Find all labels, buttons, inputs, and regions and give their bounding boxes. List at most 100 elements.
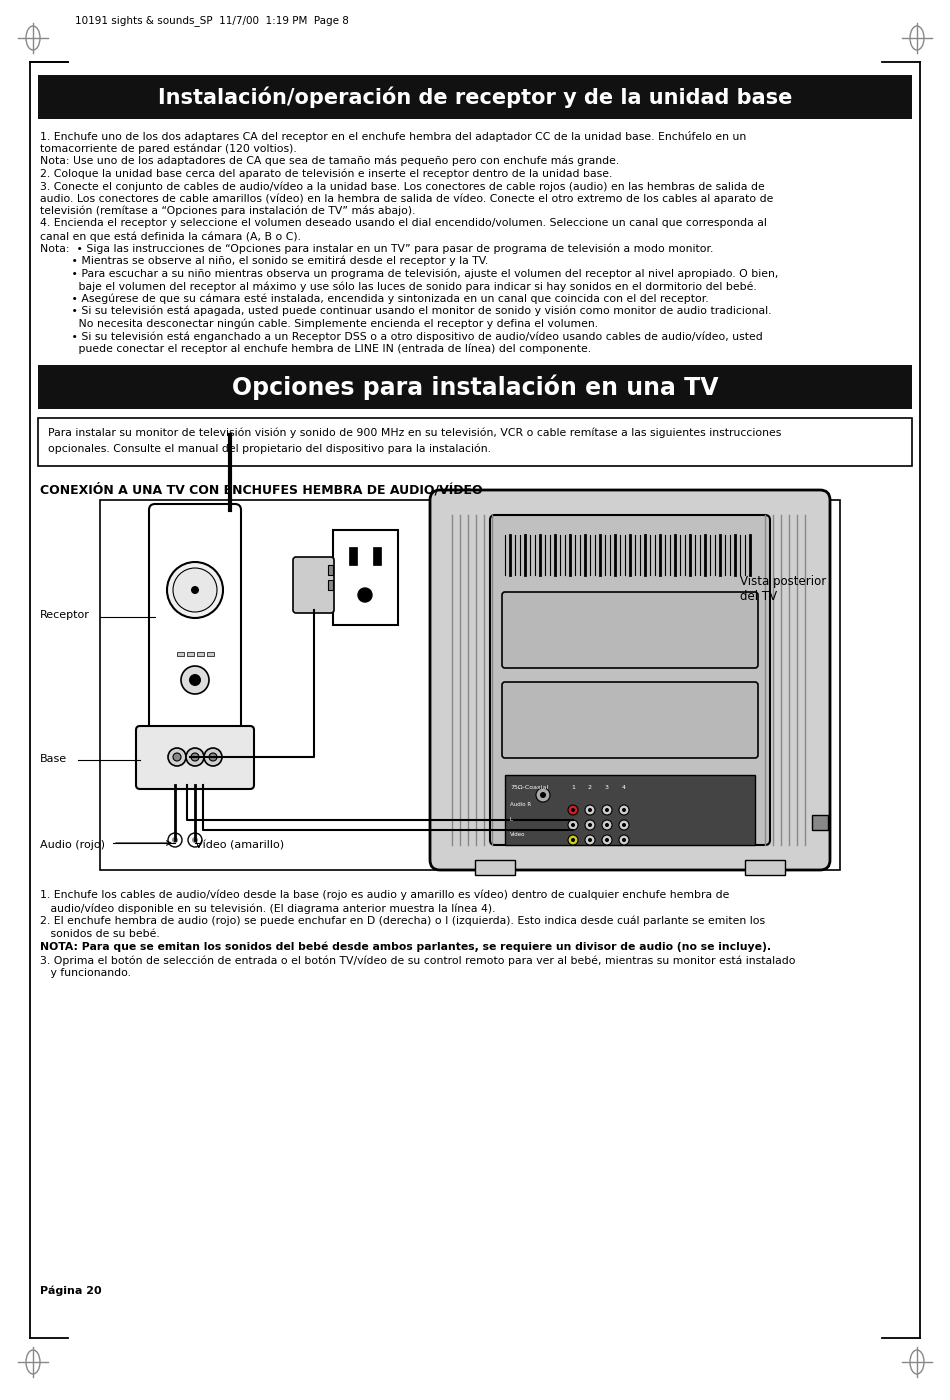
Circle shape: [585, 805, 595, 815]
Circle shape: [605, 808, 609, 812]
Bar: [505, 776, 755, 846]
Text: puede conectar el receptor al enchufe hembra de LINE IN (entrada de línea) del c: puede conectar el receptor al enchufe he…: [40, 343, 591, 354]
Bar: [373, 547, 381, 566]
Bar: [207, 652, 214, 657]
Circle shape: [189, 673, 201, 686]
Text: Instalación/operación de receptor y de la unidad base: Instalación/operación de receptor y de l…: [158, 87, 792, 108]
Circle shape: [588, 823, 592, 827]
Circle shape: [168, 833, 182, 847]
Circle shape: [602, 820, 612, 830]
Bar: [328, 580, 333, 589]
Text: 1. Enchufe los cables de audio/vídeo desde la base (rojo es audio y amarillo es : 1. Enchufe los cables de audio/vídeo des…: [40, 890, 730, 900]
Text: Nota: Use uno de los adaptadores de CA que sea de tamaño más pequeño pero con en: Nota: Use uno de los adaptadores de CA q…: [40, 155, 619, 167]
Text: Receptor: Receptor: [40, 610, 90, 620]
Text: Opciones para instalación en una TV: Opciones para instalación en una TV: [232, 374, 718, 400]
Circle shape: [191, 587, 199, 594]
Circle shape: [622, 808, 626, 812]
FancyBboxPatch shape: [293, 557, 334, 613]
Text: baje el volumen del receptor al máximo y use sólo las luces de sonido para indic: baje el volumen del receptor al máximo y…: [40, 281, 757, 291]
FancyBboxPatch shape: [430, 490, 830, 869]
Text: No necesita desconectar ningún cable. Simplemente encienda el receptor y defina : No necesita desconectar ningún cable. Si…: [40, 319, 598, 329]
Text: audio/vídeo disponible en su televisión. (El diagrama anterior muestra la línea : audio/vídeo disponible en su televisión.…: [40, 903, 496, 914]
Circle shape: [172, 837, 178, 843]
Text: Página 20: Página 20: [40, 1285, 102, 1295]
Circle shape: [619, 820, 629, 830]
Circle shape: [622, 839, 626, 841]
Circle shape: [605, 823, 609, 827]
Text: opcionales. Consulte el manual del propietario del dispositivo para la instalaci: opcionales. Consulte el manual del propi…: [48, 442, 491, 454]
FancyBboxPatch shape: [490, 515, 770, 846]
Bar: [38, 76, 912, 119]
Text: canal en que está definida la cámara (A, B o C).: canal en que está definida la cámara (A,…: [40, 231, 301, 241]
Bar: [333, 531, 398, 624]
Text: 4: 4: [622, 785, 626, 790]
Circle shape: [540, 792, 546, 798]
Bar: [177, 652, 184, 657]
Circle shape: [571, 839, 575, 841]
Bar: [187, 652, 194, 657]
Bar: [475, 860, 515, 875]
Text: 3. Oprima el botón de selección de entrada o el botón TV/vídeo de su control rem: 3. Oprima el botón de selección de entra…: [40, 955, 795, 966]
Circle shape: [188, 833, 202, 847]
Circle shape: [568, 805, 578, 815]
Circle shape: [619, 834, 629, 846]
Bar: [745, 860, 785, 875]
Circle shape: [204, 748, 222, 766]
Text: sonidos de su bebé.: sonidos de su bebé.: [40, 930, 160, 939]
Circle shape: [588, 808, 592, 812]
Circle shape: [585, 834, 595, 846]
Bar: [38, 419, 912, 466]
Circle shape: [358, 588, 372, 602]
Circle shape: [568, 820, 578, 830]
Text: televisión (remítase a “Opciones para instalación de TV” más abajo).: televisión (remítase a “Opciones para in…: [40, 206, 415, 217]
Text: CONEXIÓN A UNA TV CON ENCHUFES HEMBRA DE AUDIO/VÍDEO: CONEXIÓN A UNA TV CON ENCHUFES HEMBRA DE…: [40, 483, 483, 497]
Circle shape: [209, 753, 217, 762]
Circle shape: [602, 805, 612, 815]
Text: 1. Enchufe uno de los dos adaptares CA del receptor en el enchufe hembra del ada: 1. Enchufe uno de los dos adaptares CA d…: [40, 132, 747, 141]
Circle shape: [536, 788, 550, 802]
Circle shape: [173, 753, 181, 762]
Circle shape: [602, 834, 612, 846]
Text: Nota:  • Siga las instrucciones de “Opciones para instalar en un TV” para pasar : Nota: • Siga las instrucciones de “Opcio…: [40, 244, 713, 253]
Circle shape: [619, 805, 629, 815]
FancyBboxPatch shape: [136, 727, 254, 790]
Circle shape: [585, 820, 595, 830]
Circle shape: [568, 834, 578, 846]
Bar: [197, 652, 204, 657]
Text: 2. El enchufe hembra de audio (rojo) se puede enchufar en D (derecha) o I (izqui: 2. El enchufe hembra de audio (rojo) se …: [40, 916, 765, 927]
FancyBboxPatch shape: [149, 504, 241, 736]
Text: 1: 1: [571, 785, 575, 790]
Text: • Para escuchar a su niño mientras observa un programa de televisión, ajuste el : • Para escuchar a su niño mientras obser…: [40, 269, 778, 279]
Text: NOTA: Para que se emitan los sonidos del bebé desde ambos parlantes, se requiere: NOTA: Para que se emitan los sonidos del…: [40, 942, 771, 952]
Circle shape: [588, 839, 592, 841]
FancyBboxPatch shape: [502, 682, 758, 757]
Circle shape: [181, 666, 209, 694]
Text: Para instalar su monitor de televisión visión y sonido de 900 MHz en su televisi: Para instalar su monitor de televisión v…: [48, 428, 781, 438]
Circle shape: [191, 753, 199, 762]
Circle shape: [571, 823, 575, 827]
FancyBboxPatch shape: [502, 592, 758, 668]
Text: 3: 3: [605, 785, 609, 790]
Circle shape: [167, 561, 223, 617]
Circle shape: [622, 823, 626, 827]
Bar: [812, 815, 828, 830]
Text: • Mientras se observe al niño, el sonido se emitirá desde el receptor y la TV.: • Mientras se observe al niño, el sonido…: [40, 256, 488, 266]
Text: • Si su televisión está apagada, usted puede continuar usando el monitor de soni: • Si su televisión está apagada, usted p…: [40, 307, 771, 316]
Text: 75Ω-Coaxial: 75Ω-Coaxial: [510, 785, 548, 790]
Text: tomacorriente de pared estándar (120 voltios).: tomacorriente de pared estándar (120 vol…: [40, 144, 296, 154]
Text: Vídeo: Vídeo: [510, 832, 525, 837]
Circle shape: [186, 748, 204, 766]
Text: • Si su televisión está enganchado a un Receptor DSS o a otro dispositivo de aud: • Si su televisión está enganchado a un …: [40, 330, 763, 342]
Text: 3. Conecte el conjunto de cables de audio/vídeo a la unidad base. Los conectores: 3. Conecte el conjunto de cables de audi…: [40, 181, 765, 192]
Text: L: L: [510, 818, 513, 822]
Bar: [328, 566, 333, 575]
Text: Vista posterior
del TV: Vista posterior del TV: [740, 575, 826, 603]
Bar: [38, 365, 912, 409]
Text: audio. Los conectores de cable amarillos (vídeo) en la hembra de salida de vídeo: audio. Los conectores de cable amarillos…: [40, 193, 773, 204]
Text: Audio R: Audio R: [510, 802, 531, 806]
Text: y funcionando.: y funcionando.: [40, 967, 131, 979]
Text: Vídeo (amarillo): Vídeo (amarillo): [195, 840, 284, 850]
Text: Base: Base: [40, 755, 67, 764]
Text: • Asegúrese de que su cámara esté instalada, encendida y sintonizada en un canal: • Asegúrese de que su cámara esté instal…: [40, 294, 709, 304]
Circle shape: [173, 568, 217, 612]
